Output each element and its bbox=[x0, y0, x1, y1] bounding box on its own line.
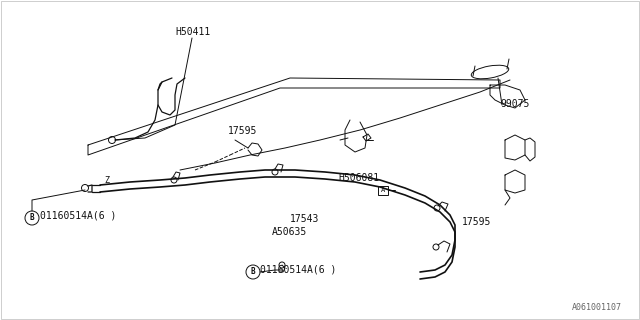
Text: 99075: 99075 bbox=[500, 99, 529, 109]
Text: 01160514A(6 ): 01160514A(6 ) bbox=[40, 210, 116, 220]
Text: 01160514A(6 ): 01160514A(6 ) bbox=[260, 264, 337, 274]
Text: A50635: A50635 bbox=[272, 227, 307, 237]
Text: Z: Z bbox=[104, 176, 109, 185]
Text: H506081: H506081 bbox=[338, 173, 379, 183]
Text: 17595: 17595 bbox=[228, 126, 257, 136]
Text: 17543: 17543 bbox=[290, 214, 319, 224]
Text: A: A bbox=[381, 188, 385, 194]
Text: B: B bbox=[29, 213, 35, 222]
Text: A061001107: A061001107 bbox=[572, 303, 622, 312]
Text: H50411: H50411 bbox=[175, 27, 211, 37]
Text: 17595: 17595 bbox=[462, 217, 492, 227]
Text: B: B bbox=[251, 268, 255, 276]
